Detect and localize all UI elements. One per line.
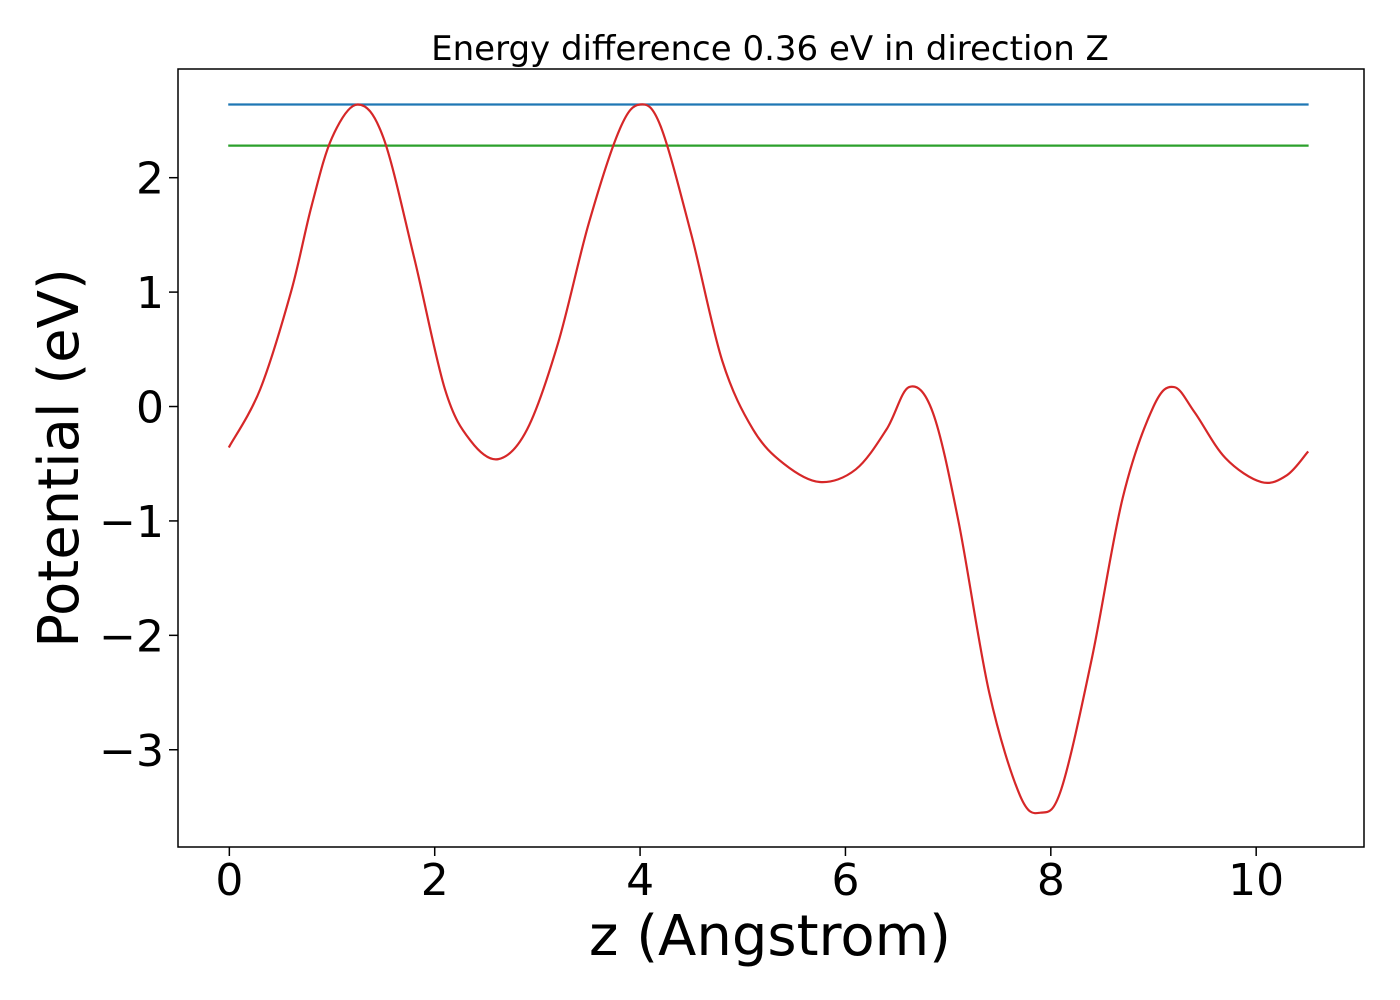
y-tick-label: 0: [136, 383, 164, 434]
x-tick-label: 10: [1228, 855, 1284, 906]
chart-title: Energy difference 0.36 eV in direction Z: [431, 29, 1109, 69]
series-layer: [227, 103, 1310, 815]
x-tick-label: 4: [626, 855, 654, 906]
x-tick-label: 8: [1037, 855, 1065, 906]
plot-frame: [177, 68, 1365, 848]
y-tick-label: −1: [99, 497, 164, 548]
x-tick-label: 0: [215, 855, 243, 906]
y-tick-label: −3: [99, 726, 164, 777]
x-tick-label: 2: [421, 855, 449, 906]
x-axis: 0 2 4 6 8 10: [215, 847, 1284, 906]
series-line-3: [227, 103, 1310, 815]
y-tick-label: 2: [136, 154, 164, 205]
y-tick-label: −2: [99, 611, 164, 662]
y-tick-label: 1: [136, 268, 164, 319]
y-axis-label: Potential (eV): [27, 268, 92, 648]
x-tick-label: 6: [831, 855, 859, 906]
x-axis-label: z (Angstrom): [589, 904, 951, 969]
y-axis: −3 −2 −1 0 1 2: [99, 154, 178, 777]
